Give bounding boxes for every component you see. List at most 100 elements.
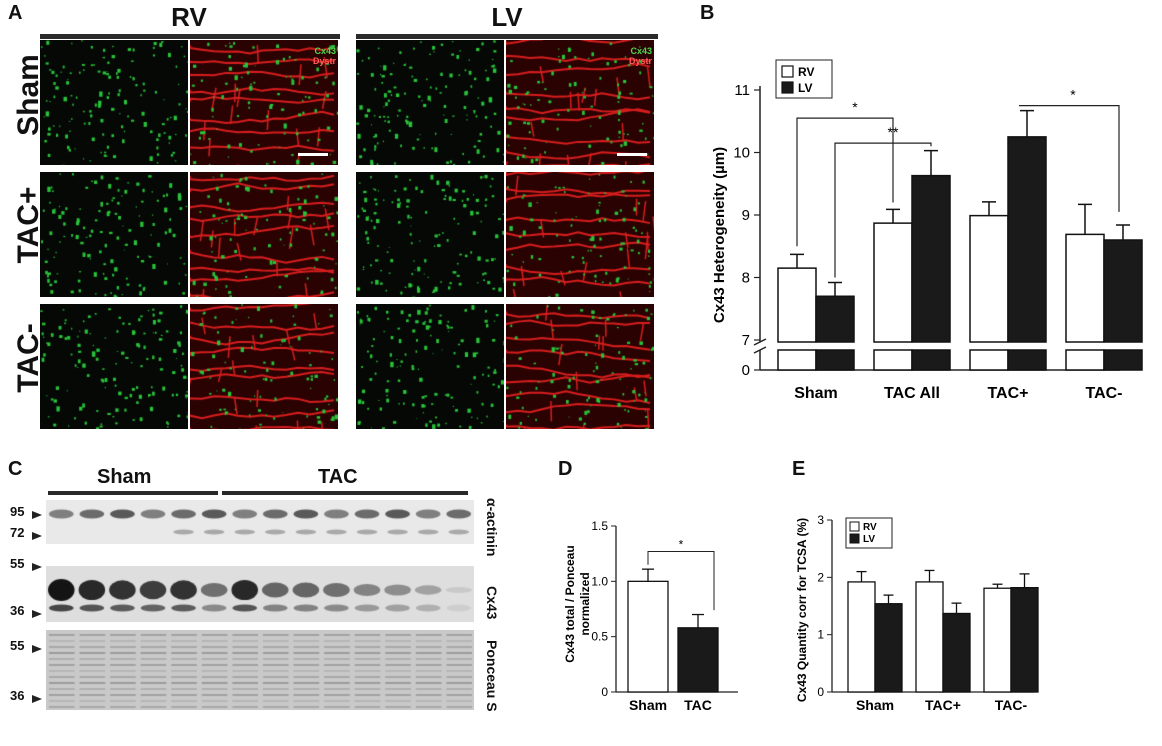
chart-e-bar-lv [942,612,971,693]
chart-b: Cx43 Heterogeneity (µm) 7 8 9 10 11 0 Sham TAC … [711,59,1143,402]
chart-d-ytick-label: 0 [601,685,608,699]
chart-b-bar-stub-lv [911,349,951,371]
chart-b-ytick-label: 0 [742,362,750,379]
chart-d-bar-sham [627,580,669,693]
chart-b-ytick-label: 10 [733,145,750,162]
group-label-tac: TAC [318,466,358,488]
micrograph-merge-tacplus-rv [190,172,338,297]
chart-b-xtick-label: Sham [794,385,838,402]
blot-label-actinin: α-actinin [484,498,500,557]
chart-e-ytick-label: 0 [817,685,824,699]
chart-b-sig-bracket-3 [1019,105,1120,212]
mw-tick-55-ponceau [32,645,42,653]
chart-d-xtick-label: TAC [684,697,712,713]
chart-d-ytick-label: 1.5 [591,519,608,533]
chart-b-ytick-label: 7 [742,332,750,349]
chart-e-legend-label-lv: LV [863,534,875,545]
panel-letter-d: D [558,458,573,480]
blot-ponceau [46,630,474,710]
column-rule-lv [356,34,658,39]
scale-bar-lv [617,153,647,156]
chart-d-sig-label: * [679,537,684,551]
mw-tick-55 [32,563,42,571]
chart-d-bar-tac [677,627,719,693]
mw-marker-55-ponceau: 55 [10,638,25,653]
group-label-sham: Sham [97,466,152,488]
panel-letter-c: C [8,458,23,480]
group-rule-tac [222,491,468,495]
micrograph-merge-tacminus-rv [190,304,338,429]
micrograph-merge-sham-rv [190,40,338,165]
chart-d: Cx43 total / Ponceau normalized 0 0.5 1.0 1… [563,519,738,713]
mw-tick-36-ponceau [32,695,42,703]
chart-d-xtick-label: Sham [629,697,667,713]
chart-e-legend-swatch-lv [849,533,860,544]
chart-b-axis-break-upper [753,338,767,346]
mw-marker-55: 55 [10,556,25,571]
micrograph-cx43-sham-rv [40,40,188,165]
chart-b-bar-stub-lv [1007,349,1047,371]
chart-e-bar-rv [915,581,944,693]
chart-e-bar-rv [847,581,876,693]
chart-b-ytick-label: 8 [742,270,750,287]
chart-b-bar-stub-rv [873,349,913,371]
chart-e-legend-swatch-rv [849,521,860,532]
chart-e-ylabel: Cx43 Quantity corr for TCSA (%) [795,518,809,702]
blot-actinin [46,500,474,544]
merge-legend-rv: Cx43 Dystr [312,46,336,66]
column-rule-rv [40,34,340,39]
chart-b-bar-lv [815,295,855,343]
chart-e-bar-lv [1010,587,1039,693]
chart-b-xtick-label: TAC- [1085,385,1122,402]
chart-b-ylabel: Cx43 Heterogeneity (µm) [711,147,728,323]
micrograph-cx43-tacplus-lv [356,172,504,297]
chart-b-xtick-label: TAC+ [987,385,1028,402]
chart-b-bar-stub-lv [1103,349,1143,371]
chart-e-xtick-label: TAC- [995,697,1028,713]
column-title-rv: RV [171,2,207,32]
chart-b-bar-stub-lv [815,349,855,371]
chart-d-sig-bracket [647,550,715,611]
chart-b-legend-label-lv: LV [798,81,812,95]
chart-b-xtick-label: TAC All [884,385,940,402]
chart-d-ylabel-line2: normalized [578,572,592,635]
chart-b-bar-lv [1103,239,1143,343]
mw-tick-95 [32,511,42,519]
chart-b-ytick-label: 11 [734,82,750,99]
mw-tick-72 [32,532,42,540]
micrograph-merge-sham-lv [506,40,654,165]
chart-b-bar-stub-rv [969,349,1009,371]
micrograph-cx43-tacminus-lv [356,304,504,429]
panel-letter-e: E [792,458,806,480]
chart-b-bar-rv [873,222,913,343]
panel-letter-b: B [700,2,715,24]
chart-b-sig-bracket-1 [796,117,894,247]
chart-d-ytick-label: 1.0 [591,574,608,588]
chart-e-bar-rv [983,587,1012,693]
chart-d-ytick-label: 0.5 [591,630,608,644]
group-rule-sham [48,491,218,495]
chart-b-ytick-label: 9 [742,207,750,224]
micrograph-cx43-tacminus-rv [40,304,188,429]
blot-label-ponceau: Ponceau S [484,640,500,712]
chart-b-bar-rv [777,267,817,343]
blot-cx43 [46,566,474,622]
micrograph-cx43-tacplus-rv [40,172,188,297]
micrograph-merge-tacplus-lv [506,172,654,297]
chart-e-legend-label-rv: RV [863,522,877,533]
chart-e-ytick-label: 2 [817,570,824,584]
chart-b-legend-swatch-rv [781,65,794,78]
chart-b-sig-label-1: * [852,99,858,115]
mw-marker-95: 95 [10,504,25,519]
chart-b-bar-lv [1007,136,1047,343]
chart-d-ylabel-line1: Cx43 total / Ponceau [563,545,577,662]
panel-letter-a: A [8,2,23,24]
chart-e-ytick-label: 3 [817,513,824,527]
merge-legend-lv: Cx43 Dystr [628,46,652,66]
chart-b-sig-label-3: * [1070,87,1076,103]
chart-b-sig-label-2: ** [888,124,899,140]
mw-tick-36 [32,610,42,618]
chart-e-xtick-label: Sham [856,697,894,713]
micrograph-cx43-sham-lv [356,40,504,165]
mw-marker-36: 36 [10,603,25,618]
